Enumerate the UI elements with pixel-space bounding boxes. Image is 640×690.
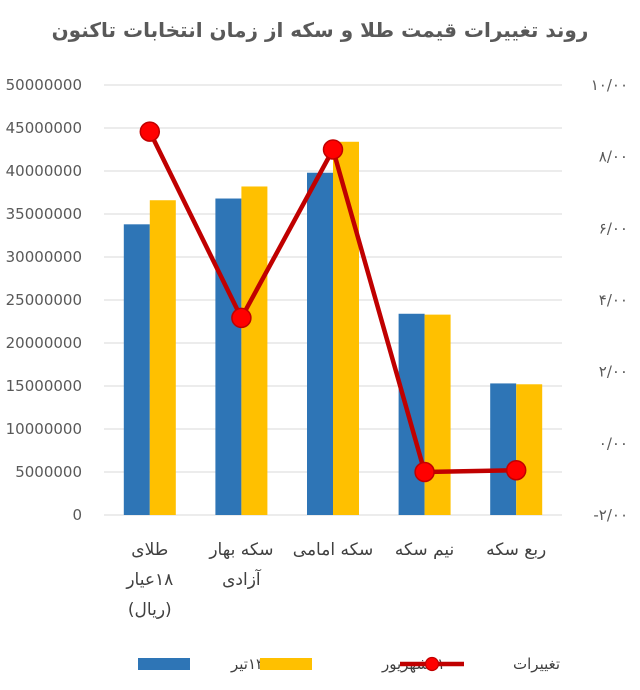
line-point (322, 139, 344, 160)
y-left-tick-label: 0 (72, 506, 82, 524)
line-point (231, 307, 252, 329)
bar (398, 313, 425, 515)
x-tick-label: نیم سکه (395, 540, 454, 560)
y-left-tick-label: 15000000 (6, 377, 82, 395)
x-tick-label: (ریال) (128, 600, 172, 620)
bar (307, 172, 333, 515)
y-right-tick-label: ۱۰/۰۰ (591, 76, 628, 94)
x-tick-label: آزادی (222, 568, 262, 590)
y-left-tick-label: 5000000 (15, 463, 82, 481)
y-left-tick-label: 40000000 (6, 162, 82, 180)
y-right-tick-label: ۰/۰۰ (599, 434, 628, 452)
y-right-tick-label: -۲/۰۰ (593, 506, 628, 524)
bar (516, 384, 543, 515)
y-left-tick-label: 10000000 (6, 420, 82, 438)
bar (241, 186, 268, 516)
y-left-tick-label: 35000000 (6, 205, 82, 223)
x-tick-label: سکه امامی (293, 540, 373, 560)
bar (149, 200, 176, 516)
legend-swatch (138, 658, 190, 670)
y-right-tick-label: ۶/۰۰ (599, 219, 628, 237)
line-point (139, 121, 161, 142)
legend-label: تغییرات (513, 655, 560, 673)
x-tick-label: طلای (131, 540, 168, 560)
y-left-tick-label: 25000000 (6, 291, 82, 309)
y-left-tick-label: 50000000 (6, 76, 82, 94)
y-left-tick-label: 20000000 (6, 334, 82, 352)
x-tick-label: سکه بهار (208, 540, 273, 560)
y-left-tick-label: 30000000 (6, 248, 82, 266)
y-right-tick-label: ۴/۰۰ (599, 291, 628, 309)
chart-title: روند تغییرات قیمت طلا و سکه از زمان انتخ… (51, 18, 589, 42)
y-right-tick-label: ۸/۰۰ (599, 148, 628, 166)
y-left-tick-label: 45000000 (6, 119, 82, 137)
line-point (505, 459, 527, 481)
x-tick-label: ربع سکه (486, 540, 546, 560)
bar (123, 224, 150, 515)
bar (424, 314, 451, 515)
legend-swatch (260, 658, 312, 670)
bar (490, 383, 517, 515)
legend-marker (424, 656, 440, 672)
legend-label: ۱۳تیر (230, 655, 264, 673)
x-tick-label: ۱۸عیار (125, 570, 173, 590)
bar (215, 198, 242, 515)
line-point (414, 461, 435, 483)
y-right-tick-label: ۲/۰۰ (599, 363, 628, 381)
bar (333, 141, 359, 515)
